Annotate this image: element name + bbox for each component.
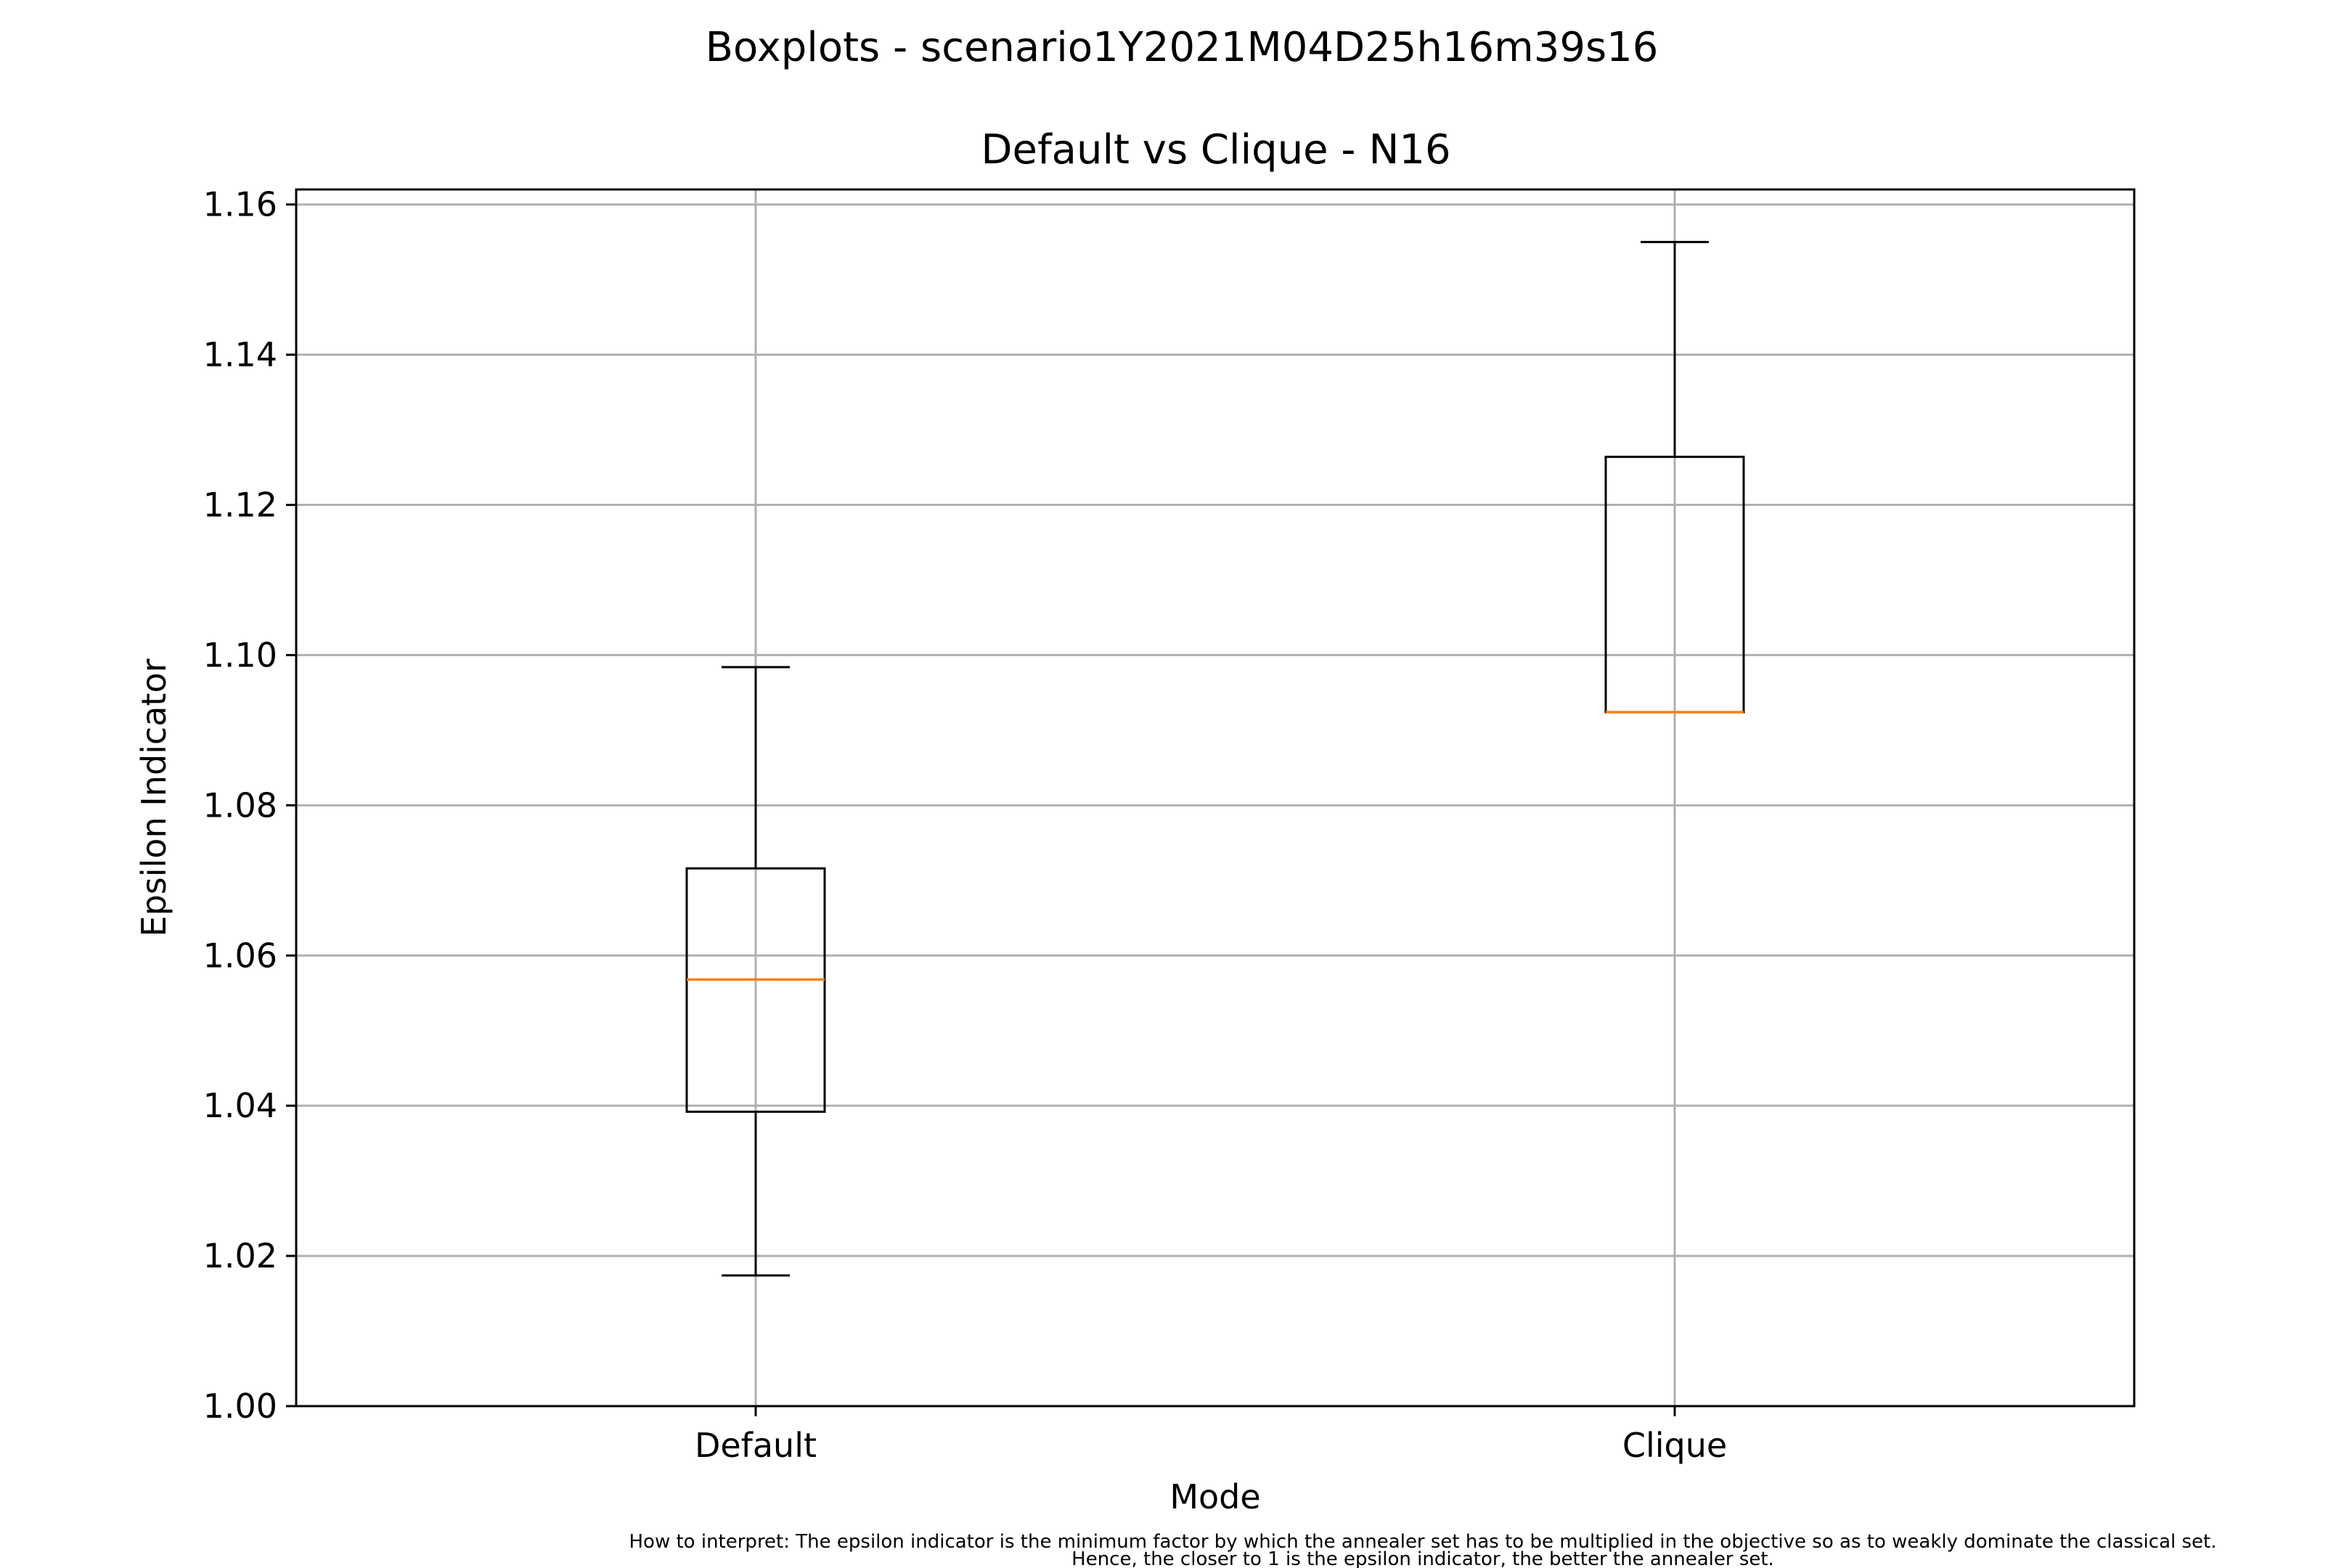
box-default: [685, 666, 826, 1277]
y-tick-label: 1.00: [203, 1387, 277, 1426]
footnote-line-1: How to interpret: The epsilon indicator …: [629, 1531, 2217, 1553]
box-elements: [685, 240, 1745, 1277]
y-axis-label: Epsilon Indicator: [134, 658, 173, 936]
footnote-line-2: Hence, the closer to 1 is the epsilon in…: [1071, 1548, 1774, 1568]
x-tick-label: Default: [695, 1426, 817, 1465]
plot-frame: [295, 188, 2136, 1408]
chart-suptitle: Boxplots - scenario1Y2021M04D25h16m39s16: [706, 24, 1659, 71]
box-clique: [1604, 240, 1745, 714]
y-tick-label: 1.02: [203, 1236, 277, 1275]
y-tick-label: 1.06: [203, 936, 277, 975]
y-tick-label: 1.08: [203, 785, 277, 825]
y-tick-label: 1.04: [203, 1086, 277, 1125]
y-tick-label: 1.12: [203, 486, 277, 525]
y-tick-label: 1.14: [203, 335, 277, 375]
grid-lines: [296, 189, 2134, 1408]
axis-ticks: 1.00 1.02 1.04 1.06 1.08 1.10 1.12 1.14 1.16 Defa…: [203, 185, 1728, 1465]
chart-title: Default vs Clique - N16: [981, 126, 1450, 173]
y-tick-label: 1.10: [203, 635, 277, 674]
y-tick-label: 1.16: [203, 185, 277, 224]
x-axis-label: Mode: [1169, 1477, 1260, 1516]
x-tick-label: Clique: [1622, 1426, 1727, 1465]
box-iqr: [685, 867, 826, 1113]
